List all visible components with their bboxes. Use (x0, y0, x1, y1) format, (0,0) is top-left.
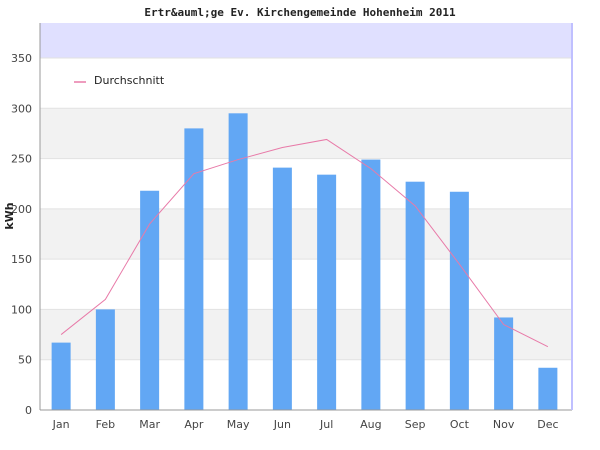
x-tick-label: Nov (493, 418, 515, 431)
bar (272, 167, 292, 410)
x-ticks: Jan Feb Mar Apr May Jun Jul Aug Sep Oct Nov Dec (52, 418, 559, 431)
background-band (40, 208, 571, 260)
y-ticks: 0 50 100 150 200 250 300 350 (11, 52, 32, 417)
y-tick-label: 300 (11, 102, 32, 115)
legend: Durchschnitt (74, 74, 165, 87)
bar (317, 174, 337, 410)
average-line (60, 138, 549, 348)
legend-label: Durchschnitt (94, 74, 165, 87)
background-band (40, 309, 571, 360)
x-tick-label: Mar (139, 418, 160, 431)
background-bands (40, 58, 571, 410)
x-tick-label: Aug (360, 418, 381, 431)
x-tick-label: Jan (52, 418, 70, 431)
average-line-group (60, 138, 549, 348)
x-tick-label: Oct (450, 418, 470, 431)
y-tick-label: 50 (18, 354, 32, 367)
bar (184, 128, 204, 410)
background-band (40, 108, 571, 159)
y-axis-label: kWh (3, 202, 16, 229)
bar (494, 317, 514, 410)
y-tick-label: 200 (11, 203, 32, 216)
background-band (40, 359, 571, 410)
gridlines (40, 57, 571, 361)
bar (538, 367, 558, 410)
y-tick-label: 350 (11, 52, 32, 65)
bar (449, 191, 469, 410)
bar (95, 309, 115, 410)
y-tick-label: 0 (25, 404, 32, 417)
bar (361, 159, 381, 410)
y-tick-label: 250 (11, 153, 32, 166)
top-band (40, 23, 571, 58)
x-tick-label: Dec (537, 418, 558, 431)
bars (51, 113, 558, 411)
background-band (40, 158, 571, 209)
bar (228, 113, 248, 411)
x-tick-label: Feb (96, 418, 115, 431)
x-tick-label: Jun (273, 418, 291, 431)
x-tick-label: Jul (319, 418, 333, 431)
background-band (40, 259, 571, 310)
bar (140, 190, 160, 410)
bar (51, 342, 71, 410)
x-tick-label: Apr (184, 418, 204, 431)
bar (405, 181, 425, 410)
x-tick-label: May (227, 418, 250, 431)
y-tick-label: 100 (11, 303, 32, 316)
x-tick-label: Sep (405, 418, 426, 431)
y-tick-label: 150 (11, 253, 32, 266)
chart-title: Ertr&auml;ge Ev. Kirchengemeinde Hohenhe… (144, 6, 456, 19)
background-band (40, 58, 571, 109)
